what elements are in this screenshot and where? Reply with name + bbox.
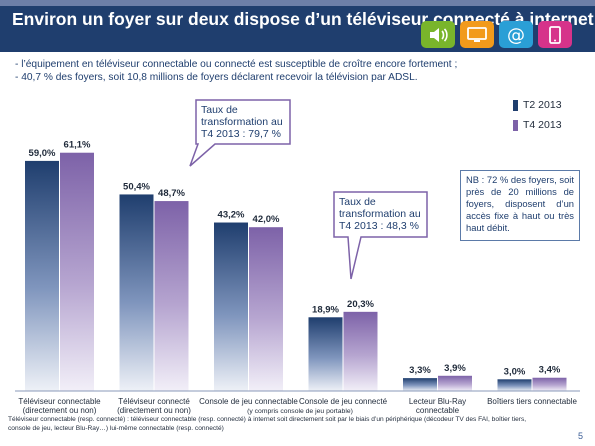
legend-item-t4: T4 2013 (513, 116, 562, 134)
data-label: 59,0% (29, 148, 56, 159)
data-label: 18,9% (312, 304, 339, 315)
bar-t2-2 (214, 222, 248, 391)
legend-label: T4 2013 (523, 119, 562, 131)
category-label: Lecteur Blu-Ray (409, 397, 466, 406)
callout-box-2 (333, 191, 428, 280)
callout-line: transformation au (201, 116, 283, 128)
callout-box-1 (189, 99, 291, 167)
category-note: (y compris console de jeu portable) (247, 408, 353, 415)
legend-item-t2: T2 2013 (513, 96, 562, 114)
callout-line: Taux de (201, 104, 238, 116)
chart-legend: T2 2013 T4 2013 (513, 96, 562, 136)
category-label: (directement ou non) (23, 406, 97, 415)
speaker-icon (421, 21, 455, 48)
legend-swatch (513, 119, 518, 131)
bullet-item: - 40,7 % des foyers, soit 10,8 millions … (15, 72, 418, 83)
bar-t2-1 (119, 194, 154, 391)
footnote: Téléviseur connectable (resp. connecté) … (8, 416, 527, 432)
callout-line: T4 2013 : 79,7 % (201, 128, 281, 140)
bullet-list: - l’équipement en téléviseur connectable… (15, 58, 457, 84)
category-label: Boîtiers tiers connectable (487, 397, 577, 406)
data-label: 3,0% (504, 366, 526, 377)
header-banner: Environ un foyer sur deux dispose d’un t… (0, 0, 595, 52)
callout-line: Taux de (339, 196, 376, 208)
bullet-item: - l’équipement en téléviseur connectable… (15, 59, 458, 70)
bar-t4-2 (249, 227, 283, 391)
data-label: 3,4% (539, 365, 561, 376)
tablet-icon (538, 21, 572, 48)
data-label: 50,4% (123, 181, 150, 192)
data-label: 43,2% (218, 210, 245, 221)
category-label: Console de jeu connecté (299, 397, 388, 406)
legend-swatch (513, 99, 518, 111)
category-label: Console de jeu connectable (199, 397, 298, 406)
bar-t4-0 (60, 152, 94, 391)
bar-t2-5 (497, 379, 532, 391)
nb-note-box: NB : 72 % des foyers, soit près de 20 mi… (460, 170, 580, 241)
callout-line: T4 2013 : 48,3 % (339, 220, 419, 232)
monitor-icon (460, 21, 494, 48)
at-sign-icon: @ (499, 21, 533, 48)
callout-text-1: Taux de transformation au T4 2013 : 79,7… (201, 104, 283, 140)
data-label: 3,3% (409, 365, 431, 376)
callout-line: transformation au (339, 208, 421, 220)
data-label: 20,3% (347, 299, 374, 310)
category-label: Téléviseur connecté (118, 397, 190, 406)
bar-t4-4 (438, 375, 472, 391)
data-label: 61,1% (64, 140, 91, 151)
svg-text:@: @ (507, 25, 525, 45)
bar-t4-1 (154, 201, 189, 391)
data-label: 48,7% (158, 188, 185, 199)
data-label: 3,9% (444, 363, 466, 374)
category-label: Téléviseur connectable (18, 397, 101, 406)
bar-t4-5 (532, 377, 567, 391)
data-label: 42,0% (253, 214, 280, 225)
page-number: 5 (578, 431, 584, 441)
callout-text-2: Taux de transformation au T4 2013 : 48,3… (339, 196, 421, 232)
category-label: (directement ou non) (117, 406, 191, 415)
legend-label: T2 2013 (523, 99, 562, 111)
category-label: connectable (416, 406, 460, 415)
bar-t4-3 (343, 311, 378, 391)
bar-t2-3 (308, 317, 343, 391)
bar-t2-0 (25, 160, 59, 391)
bar-t2-4 (403, 378, 437, 391)
header-stripe (0, 0, 595, 6)
